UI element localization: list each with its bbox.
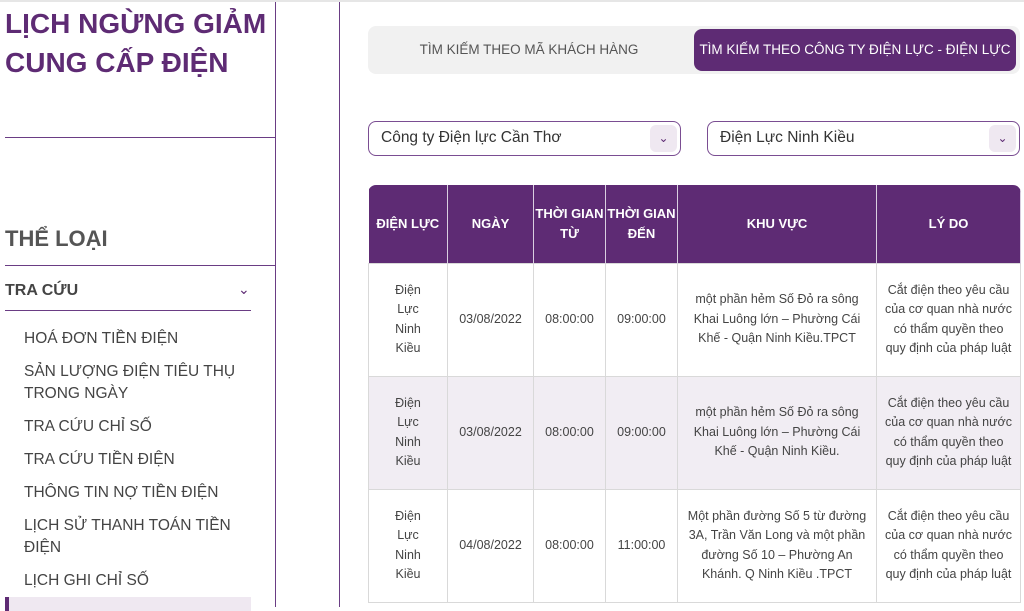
company-select[interactable]: Công ty Điện lực Cần Thơ ⌄ <box>368 121 681 156</box>
cell-time-from: 08:00:00 <box>533 262 606 377</box>
cell-reason: Cắt điện theo yêu cầu của cơ quan nhà nư… <box>876 488 1021 603</box>
sidebar-item[interactable]: TRA CỨU TIỀN ĐIỆN <box>24 451 175 468</box>
cell-date: 04/08/2022 <box>447 488 534 603</box>
cell-reason: Cắt điện theo yêu cầu của cơ quan nhà nư… <box>876 262 1021 377</box>
cell-area: Một phần đường Số 5 từ đường 3A, Trần Vă… <box>677 488 877 603</box>
table-header-row: ĐIỆN LỰC NGÀY THỜI GIAN TỪ THỜI GIAN ĐẾN… <box>368 185 1021 263</box>
column-header: THỜI GIAN ĐẾN <box>605 185 678 263</box>
chevron-down-icon[interactable]: ⌄ <box>650 125 677 152</box>
column-header: NGÀY <box>447 185 534 263</box>
table-row: Điện Lực Ninh Kiều 04/08/2022 08:00:00 11:0… <box>368 488 1021 603</box>
divider <box>5 137 275 138</box>
chevron-down-icon[interactable]: ⌄ <box>238 281 250 297</box>
sidebar-item-active[interactable] <box>5 597 251 611</box>
cell-time-to: 09:00:00 <box>605 262 678 377</box>
divider <box>275 2 276 607</box>
sidebar-item[interactable]: HOÁ ĐƠN TIỀN ĐIỆN <box>24 330 179 347</box>
divider <box>5 265 275 266</box>
sidebar-item[interactable]: TRA CỨU CHỈ SỐ <box>24 418 152 435</box>
table-row: Điện Lực Ninh Kiều 03/08/2022 08:00:00 09:0… <box>368 262 1021 377</box>
sidebar-item[interactable]: THÔNG TIN NỢ TIỀN ĐIỆN <box>24 484 219 501</box>
page-title: LỊCH NGỪNG GIẢM CUNG CẤP ĐIỆN <box>5 8 267 78</box>
cell-area: một phần hẻm Số Đỏ ra sông Khai Luông lớ… <box>677 375 877 490</box>
section-tra-cuu[interactable]: TRA CỨU <box>5 282 79 299</box>
cell-time-to: 09:00:00 <box>605 375 678 490</box>
search-mode-tabs: TÌM KIẾM THEO MÃ KHÁCH HÀNG TÌM KIẾM THE… <box>368 26 1020 74</box>
column-header: KHU VỰC <box>677 185 877 263</box>
top-border <box>0 0 1024 2</box>
category-heading: THỂ LOẠI <box>5 226 108 251</box>
branch-select-value: Điện Lực Ninh Kiều <box>720 129 855 146</box>
sidebar-item[interactable]: LỊCH GHI CHỈ SỐ <box>24 572 149 589</box>
sidebar-item[interactable]: SẢN LƯỢNG ĐIỆN TIÊU THỤ TRONG NGÀY <box>24 363 236 402</box>
cell-branch: Điện Lực Ninh Kiều <box>368 262 448 377</box>
cell-area: một phần hẻm Số Đỏ ra sông Khai Luông lớ… <box>677 262 877 377</box>
cell-time-to: 11:00:00 <box>605 488 678 603</box>
divider <box>5 310 251 311</box>
table-row: Điện Lực Ninh Kiều 03/08/2022 08:00:00 09:0… <box>368 375 1021 490</box>
cell-time-from: 08:00:00 <box>533 488 606 603</box>
cell-branch: Điện Lực Ninh Kiều <box>368 488 448 603</box>
company-select-value: Công ty Điện lực Cần Thơ <box>381 129 562 146</box>
column-header: LÝ DO <box>876 185 1021 263</box>
cell-reason: Cắt điện theo yêu cầu của cơ quan nhà nư… <box>876 375 1021 490</box>
tab-customer-code[interactable]: TÌM KIẾM THEO MÃ KHÁCH HÀNG <box>419 42 639 57</box>
sidebar-item[interactable]: LỊCH SỬ THANH TOÁN TIỀN ĐIỆN <box>24 517 231 556</box>
sidebar-menu: HOÁ ĐƠN TIỀN ĐIỆN SẢN LƯỢNG ĐIỆN TIÊU TH… <box>24 328 254 603</box>
cell-time-from: 08:00:00 <box>533 375 606 490</box>
branch-select[interactable]: Điện Lực Ninh Kiều ⌄ <box>707 121 1020 156</box>
column-header: ĐIỆN LỰC <box>368 185 448 263</box>
outage-schedule-table: ĐIỆN LỰC NGÀY THỜI GIAN TỪ THỜI GIAN ĐẾN… <box>368 185 1021 603</box>
cell-branch: Điện Lực Ninh Kiều <box>368 375 448 490</box>
column-header: THỜI GIAN TỪ <box>533 185 606 263</box>
chevron-down-icon[interactable]: ⌄ <box>989 125 1016 152</box>
tab-power-company[interactable]: TÌM KIẾM THEO CÔNG TY ĐIỆN LỰC - ĐIỆN LỰ… <box>694 29 1016 71</box>
divider <box>339 2 340 607</box>
cell-date: 03/08/2022 <box>447 375 534 490</box>
cell-date: 03/08/2022 <box>447 262 534 377</box>
